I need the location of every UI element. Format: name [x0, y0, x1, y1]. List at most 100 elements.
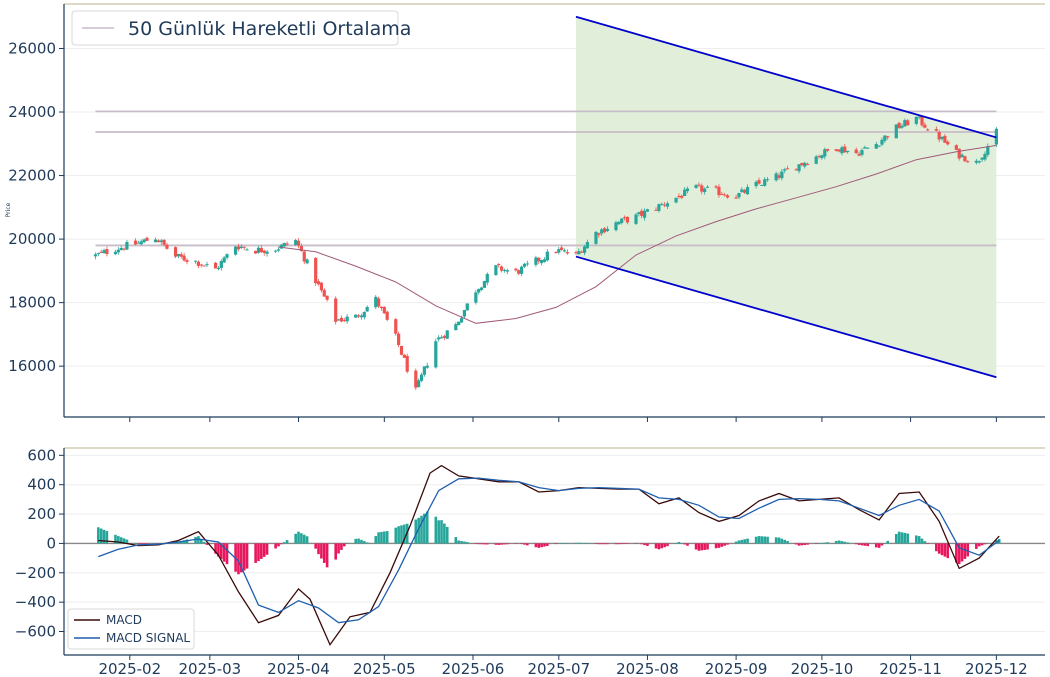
- macd-y-tick-label: −400: [15, 593, 56, 611]
- macd-histogram-bar: [654, 543, 658, 549]
- candle-body: [883, 135, 887, 141]
- macd-histogram-bar: [834, 540, 838, 544]
- macd-histogram-bar: [423, 513, 426, 544]
- candle-body: [637, 212, 641, 215]
- candle-body: [820, 155, 824, 159]
- macd-histogram-bar: [746, 538, 749, 544]
- macd-histogram-bar: [935, 543, 938, 552]
- candle-body: [874, 144, 878, 149]
- candle-body: [980, 157, 984, 160]
- macd-histogram-bar: [657, 543, 661, 550]
- x-tick-label: 2025-04: [267, 660, 330, 677]
- candle-body: [465, 303, 469, 311]
- macd-histogram-bar: [720, 543, 724, 547]
- candle-body: [617, 221, 621, 225]
- macd-histogram-bar: [554, 543, 558, 545]
- macd-y-tick-label: 0: [46, 534, 56, 552]
- macd-histogram-bar: [623, 543, 626, 544]
- candle-body: [359, 315, 364, 318]
- candle-body: [379, 306, 384, 309]
- candle-body: [954, 145, 958, 150]
- macd-histogram-bar: [566, 543, 569, 544]
- candle-body: [826, 148, 830, 151]
- macd-histogram-bar: [377, 532, 380, 544]
- price-legend-box: [71, 10, 399, 46]
- macd-histogram-bar: [117, 536, 120, 544]
- macd-y-ticks: −600 −400 −200 0 200 400 600: [15, 446, 64, 641]
- price-y-tick-label: 22000: [8, 167, 56, 185]
- macd-histogram-bar: [946, 543, 950, 559]
- macd-histogram-bar: [757, 536, 761, 544]
- macd-histogram-bar: [460, 541, 463, 544]
- x-tick-label: 2025-06: [442, 660, 505, 677]
- macd-histogram-bar: [257, 543, 260, 562]
- macd-histogram-bar: [977, 543, 981, 547]
- candle-body: [254, 250, 258, 254]
- macd-histogram-bar: [260, 543, 263, 559]
- macd-histogram-bar: [597, 543, 601, 545]
- macd-histogram-bar: [142, 543, 146, 545]
- x-tick-label: 2025-09: [705, 660, 768, 677]
- macd-histogram-bar: [683, 543, 686, 545]
- price-y-ticks: 16000 18000 20000 22000 24000 26000: [8, 39, 64, 375]
- macd-histogram-bar: [242, 543, 246, 571]
- candle-body: [683, 189, 687, 196]
- candle-body: [365, 306, 369, 312]
- candle-body: [877, 145, 881, 147]
- candle-body: [205, 264, 209, 266]
- macd-y-tick-label: 200: [27, 505, 56, 523]
- macd-histogram-bar: [237, 543, 240, 575]
- macd-y-tick-label: 600: [27, 446, 56, 464]
- candle-body: [934, 129, 938, 131]
- candle-body: [276, 249, 281, 251]
- macd-histogram-bar: [594, 543, 598, 544]
- macd-lines: [98, 464, 1000, 647]
- candle-body: [743, 189, 747, 193]
- candle-body: [654, 209, 658, 211]
- candle-body: [222, 257, 226, 263]
- candle-body: [900, 125, 904, 128]
- macd-histogram-bar: [277, 543, 280, 547]
- macd-histogram-bar: [646, 543, 649, 546]
- candle-body: [199, 264, 203, 266]
- candle-body: [234, 246, 238, 255]
- macd-histogram-bar: [240, 543, 243, 573]
- macd-histogram-bar: [443, 523, 446, 544]
- macd-histogram-bar: [526, 543, 529, 546]
- macd-histogram-bar: [966, 543, 970, 557]
- candle-body: [903, 120, 907, 127]
- candle-body: [894, 124, 898, 139]
- macd-histogram-bar: [926, 543, 930, 544]
- macd-histogram-bar: [800, 543, 804, 546]
- candle-body: [162, 239, 166, 245]
- macd-histogram-bar: [886, 540, 889, 544]
- macd-histogram-bar: [580, 542, 583, 544]
- candle-body: [723, 194, 727, 196]
- macd-histogram-bar: [603, 543, 606, 545]
- macd-histogram-bar: [560, 543, 563, 544]
- candle-body: [236, 246, 241, 250]
- macd-histogram-bar: [723, 543, 726, 546]
- macd-histogram-bar: [380, 531, 383, 544]
- macd-histogram-bar: [97, 527, 100, 544]
- candle-body: [176, 253, 181, 257]
- macd-histogram-bar: [700, 543, 704, 551]
- candle-body: [477, 289, 481, 293]
- macd-histogram-bar: [583, 543, 586, 544]
- candle-body: [817, 156, 821, 158]
- candle-body: [906, 120, 910, 126]
- candle-body: [720, 194, 724, 196]
- candle-body: [93, 254, 98, 257]
- candle-body: [797, 164, 801, 172]
- candle-body: [145, 237, 149, 241]
- candle-body: [405, 355, 409, 372]
- macd-histogram-bar: [963, 543, 967, 559]
- candle-body: [977, 161, 981, 163]
- candle-body: [837, 149, 841, 152]
- macd-histogram-bar: [534, 543, 538, 548]
- macd-histogram-bar: [806, 543, 809, 545]
- candle-body: [857, 153, 861, 156]
- candle-body: [694, 185, 698, 188]
- x-axis-ticks: 2025-02 2025-03 2025-04 2025-05 2025-06 2025-…: [98, 417, 1028, 677]
- macd-histogram-bar: [357, 538, 360, 544]
